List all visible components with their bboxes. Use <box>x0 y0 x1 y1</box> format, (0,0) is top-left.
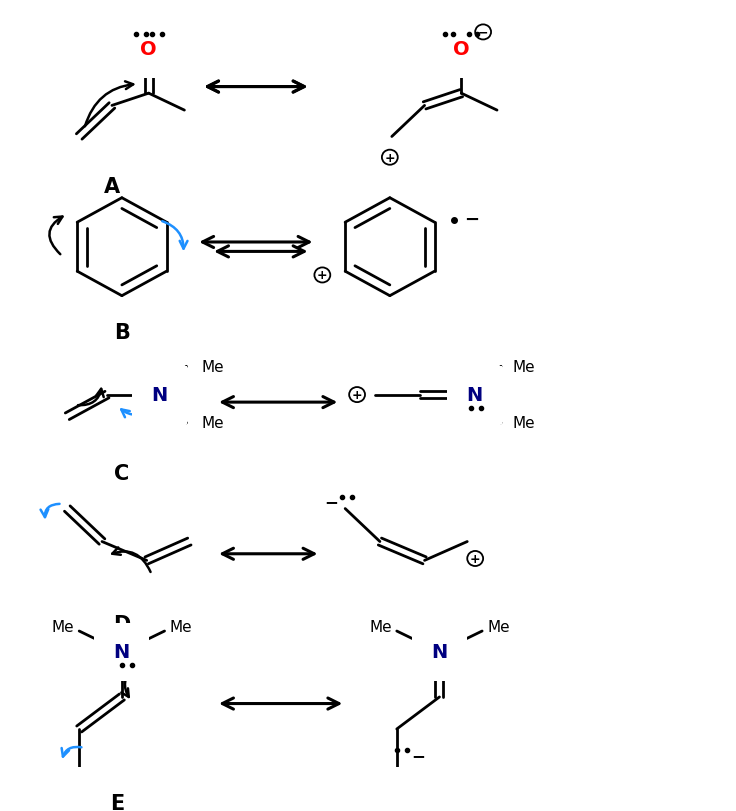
Text: N: N <box>466 385 482 405</box>
Text: N: N <box>152 385 168 405</box>
Text: Me: Me <box>201 359 224 375</box>
Text: D: D <box>113 614 130 634</box>
Text: −: − <box>474 20 488 38</box>
Text: +: + <box>384 152 395 165</box>
Text: O: O <box>141 41 157 59</box>
Text: Me: Me <box>513 359 536 375</box>
Text: Me: Me <box>201 416 224 431</box>
Text: O: O <box>453 41 470 59</box>
Text: N: N <box>431 642 447 662</box>
Text: Me: Me <box>487 619 510 634</box>
Text: +: + <box>170 375 181 389</box>
Text: −: − <box>464 210 479 228</box>
Text: Me: Me <box>169 619 192 634</box>
Text: N: N <box>114 642 130 662</box>
Text: B: B <box>114 323 130 342</box>
Text: +: + <box>317 269 328 282</box>
Text: −: − <box>325 492 339 510</box>
Text: Me: Me <box>513 416 536 431</box>
Text: C: C <box>114 464 130 483</box>
Text: A: A <box>104 177 120 197</box>
Text: +: + <box>352 388 362 401</box>
Text: E: E <box>110 793 124 811</box>
Text: +: + <box>450 630 461 644</box>
Text: −: − <box>478 27 489 40</box>
Text: Me: Me <box>52 619 74 634</box>
Text: +: + <box>470 552 481 565</box>
Text: −: − <box>411 746 425 765</box>
Text: Me: Me <box>369 619 392 634</box>
